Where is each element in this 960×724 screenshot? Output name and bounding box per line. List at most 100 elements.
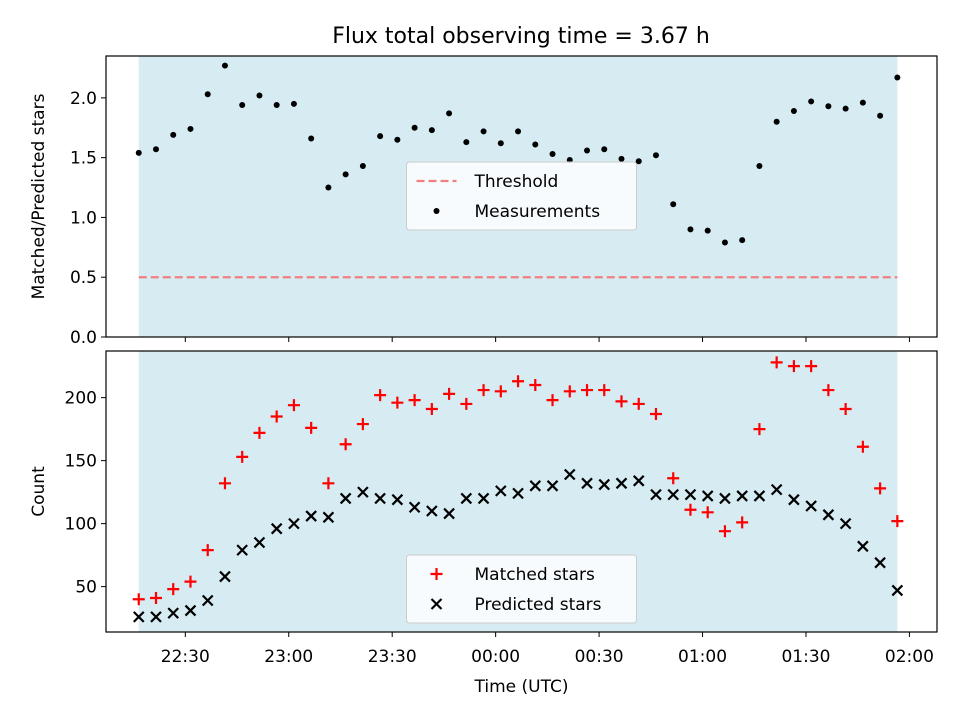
matched-star-point — [529, 379, 542, 392]
measurement-point — [773, 118, 780, 125]
matched-star-point — [753, 423, 766, 436]
legend-label: Predicted stars — [475, 595, 602, 615]
matched-star-point — [546, 394, 559, 407]
measurement-point — [532, 141, 539, 148]
matched-star-point — [839, 402, 852, 415]
matched-star-point — [167, 583, 180, 596]
predicted-star-point — [357, 486, 369, 498]
matched-star-point — [184, 575, 197, 588]
predicted-star-point — [201, 594, 214, 607]
measurement-point — [739, 237, 746, 244]
legend: Threshold Measurements — [406, 161, 637, 231]
x-tick-label: 01:00 — [678, 647, 727, 667]
matched-star-point — [460, 397, 473, 410]
matched-star-point — [305, 421, 318, 434]
matched-star-point — [718, 525, 731, 538]
measurement-point — [825, 103, 832, 110]
measurement-point — [549, 151, 556, 158]
measurement-point — [894, 74, 901, 81]
measurement-point — [204, 91, 211, 98]
x-tick-label: 01:30 — [781, 647, 830, 667]
legend-box — [406, 161, 637, 231]
predicted-star-point — [408, 501, 421, 514]
matched-star-point — [477, 384, 490, 397]
matched-star-point — [201, 544, 214, 557]
predicted-star-point — [753, 490, 766, 502]
x-tick-label: 00:30 — [575, 647, 624, 667]
y-tick-label: 1.5 — [70, 149, 97, 169]
legend-label: Matched stars — [475, 565, 595, 585]
matched-star-point — [667, 472, 680, 485]
predicted-star-point — [874, 556, 886, 569]
measurement-point — [480, 128, 487, 135]
matched-star-point — [408, 394, 421, 407]
matched-star-point — [322, 477, 335, 490]
x-tick-label: 02:00 — [885, 647, 934, 667]
legend-predicted-swatch — [430, 598, 443, 610]
matched-star-point — [287, 399, 300, 412]
x-axis-label: Time (UTC) — [474, 677, 569, 697]
predicted-star-point — [581, 477, 593, 490]
predicted-star-point — [563, 468, 576, 481]
predicted-star-point — [219, 570, 231, 583]
matched-star-point — [822, 384, 835, 397]
y-tick-label: 200 — [65, 389, 97, 409]
legend-matched-swatch — [430, 568, 443, 580]
predicted-star-point — [374, 492, 386, 505]
matched-star-point — [805, 360, 818, 373]
bottom-panel: 50 100 150 200 Count 22:30 23:00 23:30 00:00 00:3… — [29, 350, 938, 697]
matched-star-point — [132, 593, 145, 606]
predicted-star-point — [270, 522, 283, 535]
measurement-point — [290, 100, 297, 107]
x-tick-label: 23:00 — [264, 647, 313, 667]
measurement-point — [618, 155, 625, 162]
measurement-point — [446, 110, 453, 117]
measurement-point — [704, 227, 711, 234]
predicted-star-point — [736, 490, 748, 502]
matched-star-point — [494, 385, 507, 398]
matched-star-point — [598, 384, 611, 397]
matched-star-point — [632, 397, 645, 410]
matched-star-point — [874, 482, 887, 495]
predicted-star-point — [339, 492, 352, 505]
measurement-point — [670, 201, 677, 208]
predicted-star-point — [391, 493, 404, 506]
measurement-point — [463, 139, 470, 146]
measurement-point — [411, 124, 418, 131]
predicted-star-point — [891, 584, 904, 597]
predicted-star-point — [788, 493, 800, 506]
matched-star-point — [391, 396, 404, 409]
y-tick-label: 0.0 — [70, 328, 97, 348]
chart-title: Flux total observing time = 3.67 h — [332, 24, 710, 49]
legend-label: Threshold — [474, 172, 559, 192]
matched-star-point — [770, 356, 783, 369]
predicted-star-point — [167, 607, 180, 619]
matched-star-point — [615, 395, 628, 408]
measurement-point — [497, 140, 504, 147]
matched-star-point — [736, 516, 749, 529]
matched-star-point — [356, 418, 369, 431]
predicted-star-point — [132, 611, 145, 623]
measurement-point — [687, 226, 694, 233]
predicted-star-point — [857, 540, 869, 553]
matched-star-point — [270, 410, 283, 423]
matched-star-point — [684, 503, 697, 516]
x-tick-label: 23:30 — [368, 647, 417, 667]
measurement-point — [273, 102, 280, 109]
matched-star-point — [563, 385, 576, 398]
measurement-point — [756, 163, 763, 170]
legend-label: Measurements — [475, 202, 601, 222]
matched-star-point — [512, 375, 525, 388]
measurement-point — [359, 163, 366, 170]
measurement-point — [308, 135, 315, 142]
measurement-point — [842, 105, 849, 112]
matched-star-point — [236, 450, 249, 463]
y-tick-label: 2.0 — [70, 89, 97, 109]
matched-star-point — [339, 438, 352, 451]
matched-star-point — [253, 426, 266, 439]
predicted-star-point — [426, 505, 438, 517]
measurement-point — [859, 99, 866, 106]
measurement-point — [601, 146, 608, 153]
